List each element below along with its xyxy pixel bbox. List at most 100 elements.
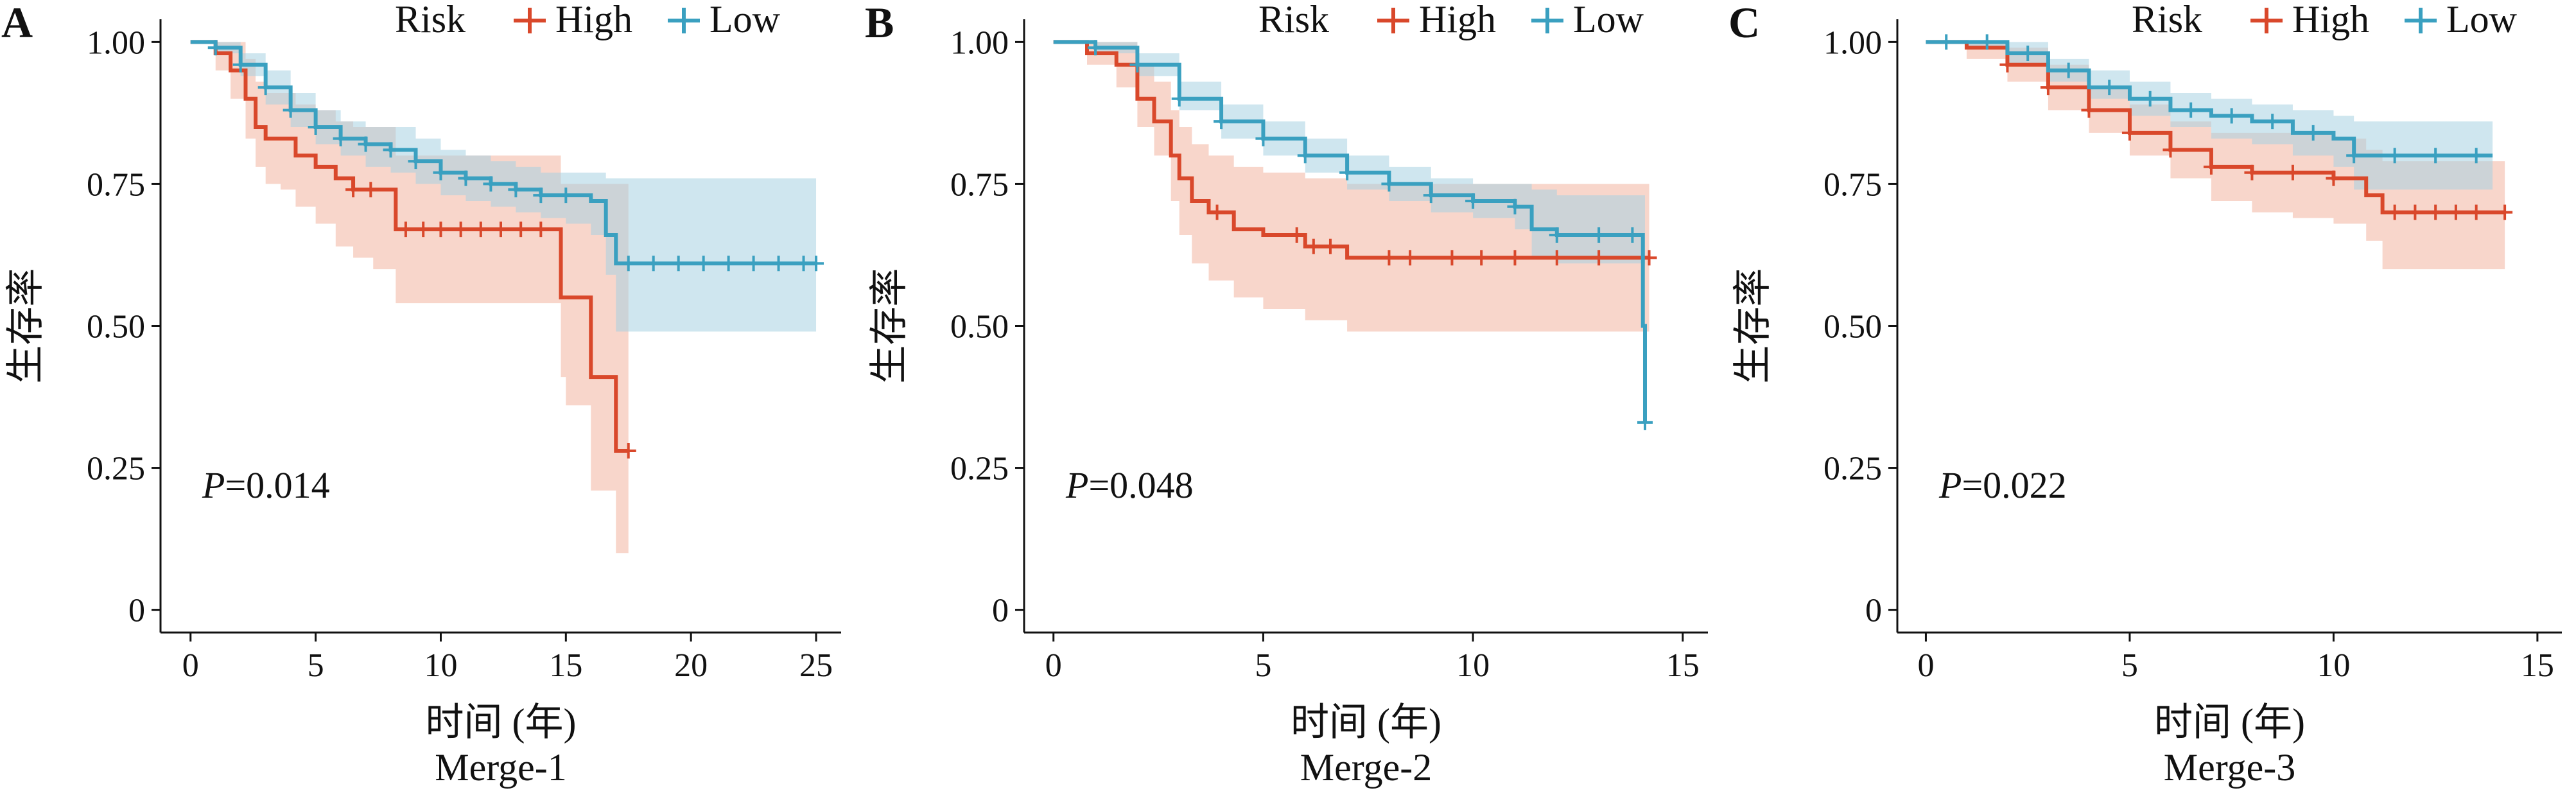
censor-mark-low <box>383 142 399 158</box>
censor-mark-low <box>333 130 349 146</box>
censor-mark-high <box>1549 250 1565 266</box>
legend-key-high <box>514 8 546 33</box>
x-tick-label: 10 <box>424 647 457 684</box>
censor-mark-high <box>2428 204 2444 220</box>
censor-mark-low <box>1423 188 1439 204</box>
y-axis-label: 生存率 <box>1732 268 1774 384</box>
censor-mark-low <box>808 256 824 272</box>
censor-mark-low <box>1549 227 1565 243</box>
chart-title: Merge-2 <box>1300 746 1432 789</box>
censor-mark-low <box>2346 148 2362 164</box>
censor-mark-high <box>1322 238 1338 254</box>
x-tick-label: 15 <box>2521 647 2554 684</box>
legend-title: Risk <box>1258 0 1329 40</box>
censor-mark-high <box>2448 204 2464 220</box>
censor-mark-low <box>533 188 549 204</box>
censor-mark-high <box>433 222 449 238</box>
censor-mark-low <box>1591 227 1607 243</box>
censor-mark-low <box>770 256 787 272</box>
censor-mark-low <box>308 119 324 135</box>
censor-mark-high <box>1591 250 1607 266</box>
censor-mark-high <box>533 222 549 238</box>
x-tick-label: 0 <box>182 647 199 684</box>
survival-curve-low <box>190 40 817 266</box>
legend-label-low: Low <box>2446 0 2518 40</box>
ci-band-high <box>1926 42 2505 270</box>
censor-mark-high <box>1444 250 1460 266</box>
ci-band-low <box>190 42 817 332</box>
x-axis-label: 时间 (年) <box>2154 701 2305 744</box>
censor-mark-high <box>415 222 431 238</box>
censor-mark-low <box>483 176 499 192</box>
legend-label-low: Low <box>709 0 781 40</box>
censor-mark-low <box>1637 414 1653 430</box>
censor-mark-high <box>2497 204 2513 220</box>
panel-letter: A <box>1 0 33 47</box>
p-value-number: =0.048 <box>1088 464 1193 506</box>
legend-label-low: Low <box>1573 0 1644 40</box>
censor-mark-low <box>1624 227 1640 243</box>
km-panel-a: 0 0.25 0.50 0.75 1.00 0 5 10 15 20 25 时间 (年)Merge-1… <box>1 0 841 789</box>
censor-mark-low <box>2468 148 2484 164</box>
legend-key-low <box>2405 8 2437 33</box>
censor-mark-high <box>1209 204 1225 220</box>
legend-key-low <box>668 8 700 33</box>
legend-label-high: High <box>2292 0 2369 40</box>
censor-mark-low <box>1171 91 1187 107</box>
censor-mark-high <box>1305 238 1321 254</box>
censor-mark-low <box>2183 102 2199 118</box>
censor-mark-high <box>2203 159 2219 175</box>
x-tick-label: 0 <box>1917 647 1934 684</box>
censor-mark-low <box>670 256 686 272</box>
y-tick-label: 0 <box>992 593 1009 629</box>
censor-mark-high <box>2468 204 2484 220</box>
censor-mark-high <box>397 222 413 238</box>
censor-mark-high <box>493 222 509 238</box>
legend-key-low <box>1531 8 1563 33</box>
censor-mark-low <box>620 256 636 272</box>
y-tick-label: 0.25 <box>87 451 145 487</box>
y-tick-label: 1.00 <box>1823 24 1882 61</box>
censor-mark-low <box>1979 34 1995 50</box>
censor-mark-low <box>2102 80 2118 96</box>
y-tick-label: 0.75 <box>950 166 1009 203</box>
y-tick-label: 1.00 <box>950 24 1009 61</box>
censor-mark-high <box>1474 250 1490 266</box>
censor-mark-low <box>745 256 761 272</box>
censor-mark-high <box>2326 170 2342 186</box>
censor-mark-low <box>695 256 711 272</box>
panel-letter: B <box>865 0 894 47</box>
x-tick-label: 5 <box>2121 647 2138 684</box>
censor-mark-high <box>2040 80 2056 96</box>
survival-curve-high <box>1053 40 1649 260</box>
censor-mark-high <box>2163 142 2179 158</box>
y-tick-label: 0.50 <box>950 309 1009 345</box>
censor-mark-low <box>1214 114 1230 130</box>
y-tick-label: 0.50 <box>1823 309 1882 345</box>
censor-mark-low <box>2305 125 2321 141</box>
censor-mark-high <box>2081 102 2097 118</box>
censor-mark-high <box>2407 204 2423 220</box>
x-tick-label: 10 <box>2317 647 2350 684</box>
censor-mark-low <box>508 182 524 198</box>
x-axis-label: 时间 (年) <box>426 701 577 744</box>
p-value-symbol: P <box>1065 464 1088 506</box>
p-value-annotation: P=0.022 <box>1938 464 2067 506</box>
x-tick-label: 10 <box>1456 647 1490 684</box>
x-tick-label: 15 <box>549 647 582 684</box>
censor-mark-low <box>2020 46 2036 62</box>
x-tick-label: 20 <box>674 647 708 684</box>
y-tick-label: 0 <box>1865 593 1882 629</box>
legend-title: Risk <box>395 0 466 40</box>
legend-title: Risk <box>2132 0 2202 40</box>
censor-mark-low <box>207 40 223 56</box>
censor-mark-low <box>283 102 299 118</box>
censor-mark-low <box>1938 34 1954 50</box>
y-axis-label: 生存率 <box>868 268 910 384</box>
censor-mark-high <box>453 222 469 238</box>
legend-label-high: High <box>555 0 632 40</box>
chart-title: Merge-3 <box>2164 746 2296 789</box>
censor-mark-low <box>458 170 474 186</box>
censor-mark-high <box>2121 125 2137 141</box>
censor-mark-high <box>2244 164 2260 180</box>
